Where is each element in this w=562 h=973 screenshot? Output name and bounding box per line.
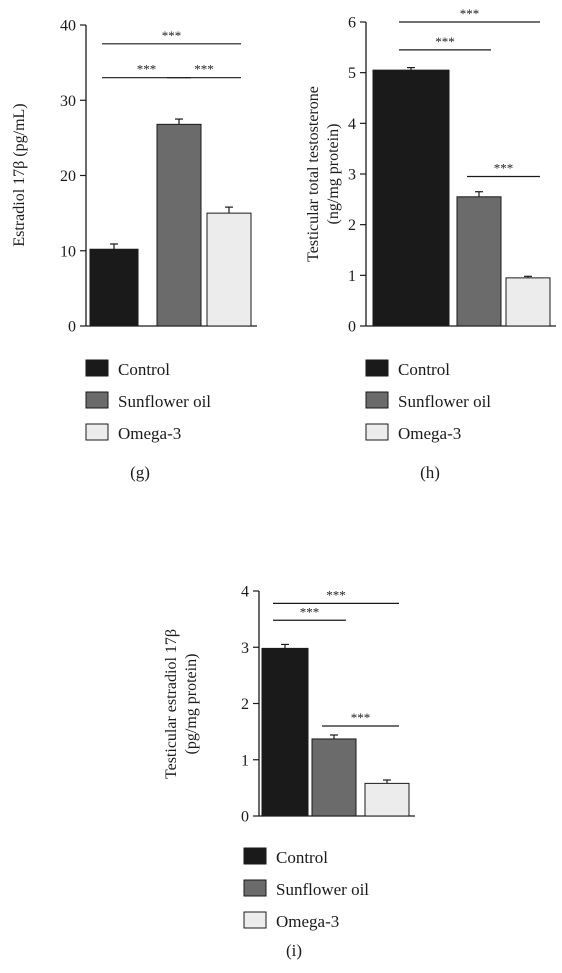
legend-label: Control xyxy=(118,360,170,379)
legend-swatch-control xyxy=(243,847,267,865)
y-axis-label-line-1: Testicular total testosterone xyxy=(305,86,322,262)
legend-label: Sunflower oil xyxy=(276,880,369,899)
y-tick-label: 2 xyxy=(241,696,249,713)
chart-panel-h: 0 1 2 3 4 5 6 Testicular total testosterone (ng/… xyxy=(305,6,556,482)
bar-control xyxy=(89,248,139,327)
significance-label: *** xyxy=(460,6,480,21)
y-tick-label: 20 xyxy=(60,168,76,185)
y-tick-label: 3 xyxy=(241,640,249,657)
y-tick-label: 40 xyxy=(60,18,76,35)
legend-swatch-sunflower-oil xyxy=(243,879,267,897)
significance-label: *** xyxy=(300,604,320,619)
y-axis-label-line-2: (ng/mg protein) xyxy=(325,124,342,225)
y-tick-label: 0 xyxy=(68,319,76,336)
chart-panel-i: 0 1 2 3 4 Testicular estradiol 17β (pg/mg prot… xyxy=(163,584,415,960)
bar-omega-3 xyxy=(364,782,410,817)
legend-label: Omega-3 xyxy=(118,424,181,443)
bar-sunflower-oil xyxy=(156,123,202,327)
significance-label: *** xyxy=(326,587,346,602)
y-tick-label: 0 xyxy=(348,319,356,336)
legend-swatch-omega-3 xyxy=(85,423,109,441)
y-tick-label: 0 xyxy=(241,809,249,826)
y-tick-label: 1 xyxy=(348,268,356,285)
y-tick-label: 30 xyxy=(60,93,76,110)
legend-swatch-control xyxy=(365,359,389,377)
y-axis-label-line-2: (pg/mg protein) xyxy=(183,654,200,755)
significance-label: *** xyxy=(494,161,514,176)
legend-label: Omega-3 xyxy=(398,424,461,443)
legend-swatch-control xyxy=(85,359,109,377)
significance-label: *** xyxy=(194,62,214,77)
bar-control xyxy=(261,647,309,817)
y-axis-label: Estradiol 17β (pg/mL) xyxy=(11,103,28,246)
legend-label: Sunflower oil xyxy=(118,392,211,411)
legend-swatch-omega-3 xyxy=(365,423,389,441)
legend-swatch-sunflower-oil xyxy=(365,391,389,409)
legend-swatch-omega-3 xyxy=(243,911,267,929)
y-axis-label-line-1: Testicular estradiol 17β xyxy=(163,629,180,779)
significance-label: *** xyxy=(435,34,455,49)
chart-panel-g: 0 10 20 30 40 Estradiol 17β (pg/mL) *** *** *** C… xyxy=(11,18,257,482)
y-tick-label: 2 xyxy=(348,217,356,234)
y-tick-label: 1 xyxy=(241,752,249,769)
y-tick-label: 3 xyxy=(348,167,356,184)
significance-label: *** xyxy=(351,710,371,725)
significance-label: *** xyxy=(137,62,157,77)
y-tick-label: 10 xyxy=(60,243,76,260)
legend-swatch-sunflower-oil xyxy=(85,391,109,409)
legend-label: Control xyxy=(398,360,450,379)
legend-label: Omega-3 xyxy=(276,912,339,931)
bar-omega-3 xyxy=(206,212,252,327)
y-tick-label: 5 xyxy=(348,65,356,82)
y-tick-label: 6 xyxy=(348,15,356,32)
y-tick-label: 4 xyxy=(348,116,356,133)
panel-label: (g) xyxy=(130,463,150,482)
bar-sunflower-oil xyxy=(311,738,357,817)
bar-control xyxy=(372,69,450,327)
legend-label: Control xyxy=(276,848,328,867)
y-tick-label: 4 xyxy=(241,584,249,601)
bar-sunflower-oil xyxy=(456,196,502,327)
legend-label: Sunflower oil xyxy=(398,392,491,411)
bar-omega-3 xyxy=(505,277,551,327)
panel-label: (h) xyxy=(420,463,440,482)
significance-label: *** xyxy=(162,28,182,43)
panel-label: (i) xyxy=(286,941,302,960)
